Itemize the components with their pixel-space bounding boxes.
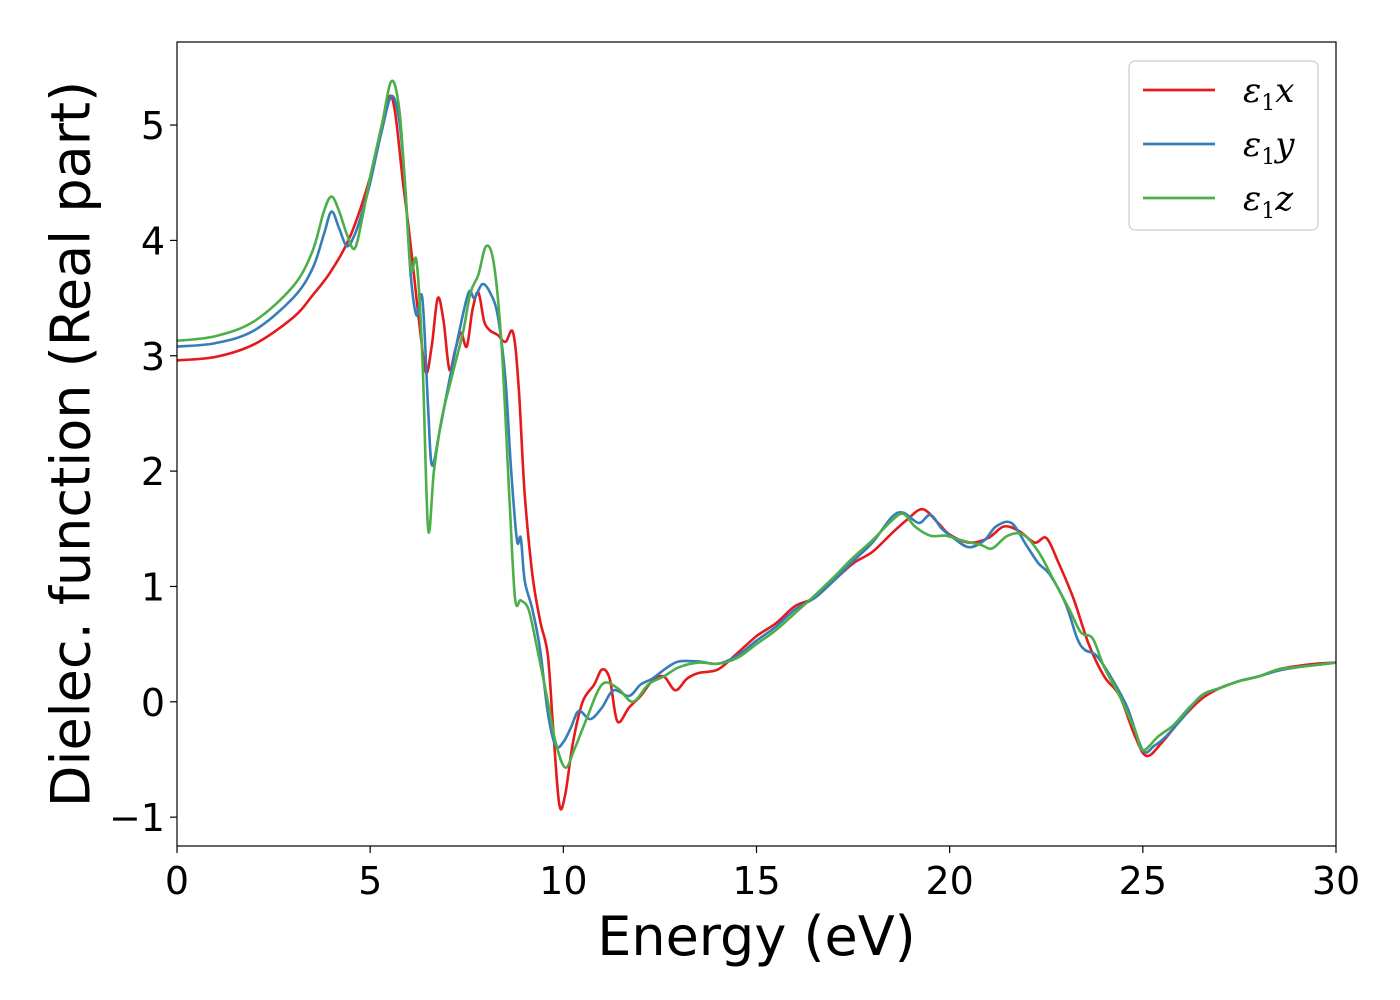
y-tick-label: 1 — [141, 565, 165, 609]
y-tick-label: 3 — [141, 335, 165, 379]
y-tick-label: 4 — [141, 219, 165, 263]
series-layer — [176, 79, 1337, 811]
series-line-3 — [176, 79, 1337, 769]
x-axis-label: Energy (eV) — [597, 905, 916, 968]
y-tick-label: −1 — [109, 796, 165, 840]
y-tick-label: 2 — [141, 450, 165, 494]
y-tick-label: 5 — [141, 104, 165, 148]
y-tick-label: 0 — [141, 681, 165, 725]
y-axis-label: Dielec. function (Real part) — [40, 81, 103, 807]
legend-entry-3: ε1z — [1243, 179, 1294, 224]
x-tick-label: 5 — [358, 859, 382, 903]
x-tick-label: 0 — [165, 859, 189, 903]
legend-box — [1128, 60, 1319, 231]
x-tick-label: 25 — [1119, 859, 1167, 903]
legend-entry-2: ε1y — [1243, 125, 1295, 170]
x-tick-label: 20 — [925, 859, 973, 903]
x-tick-label: 30 — [1312, 859, 1360, 903]
legend-entry-1: ε1x — [1243, 71, 1294, 116]
legend: ε1x ε1y ε1z — [1128, 60, 1319, 231]
x-tick-label: 10 — [539, 859, 587, 903]
x-tick-label: 15 — [732, 859, 780, 903]
